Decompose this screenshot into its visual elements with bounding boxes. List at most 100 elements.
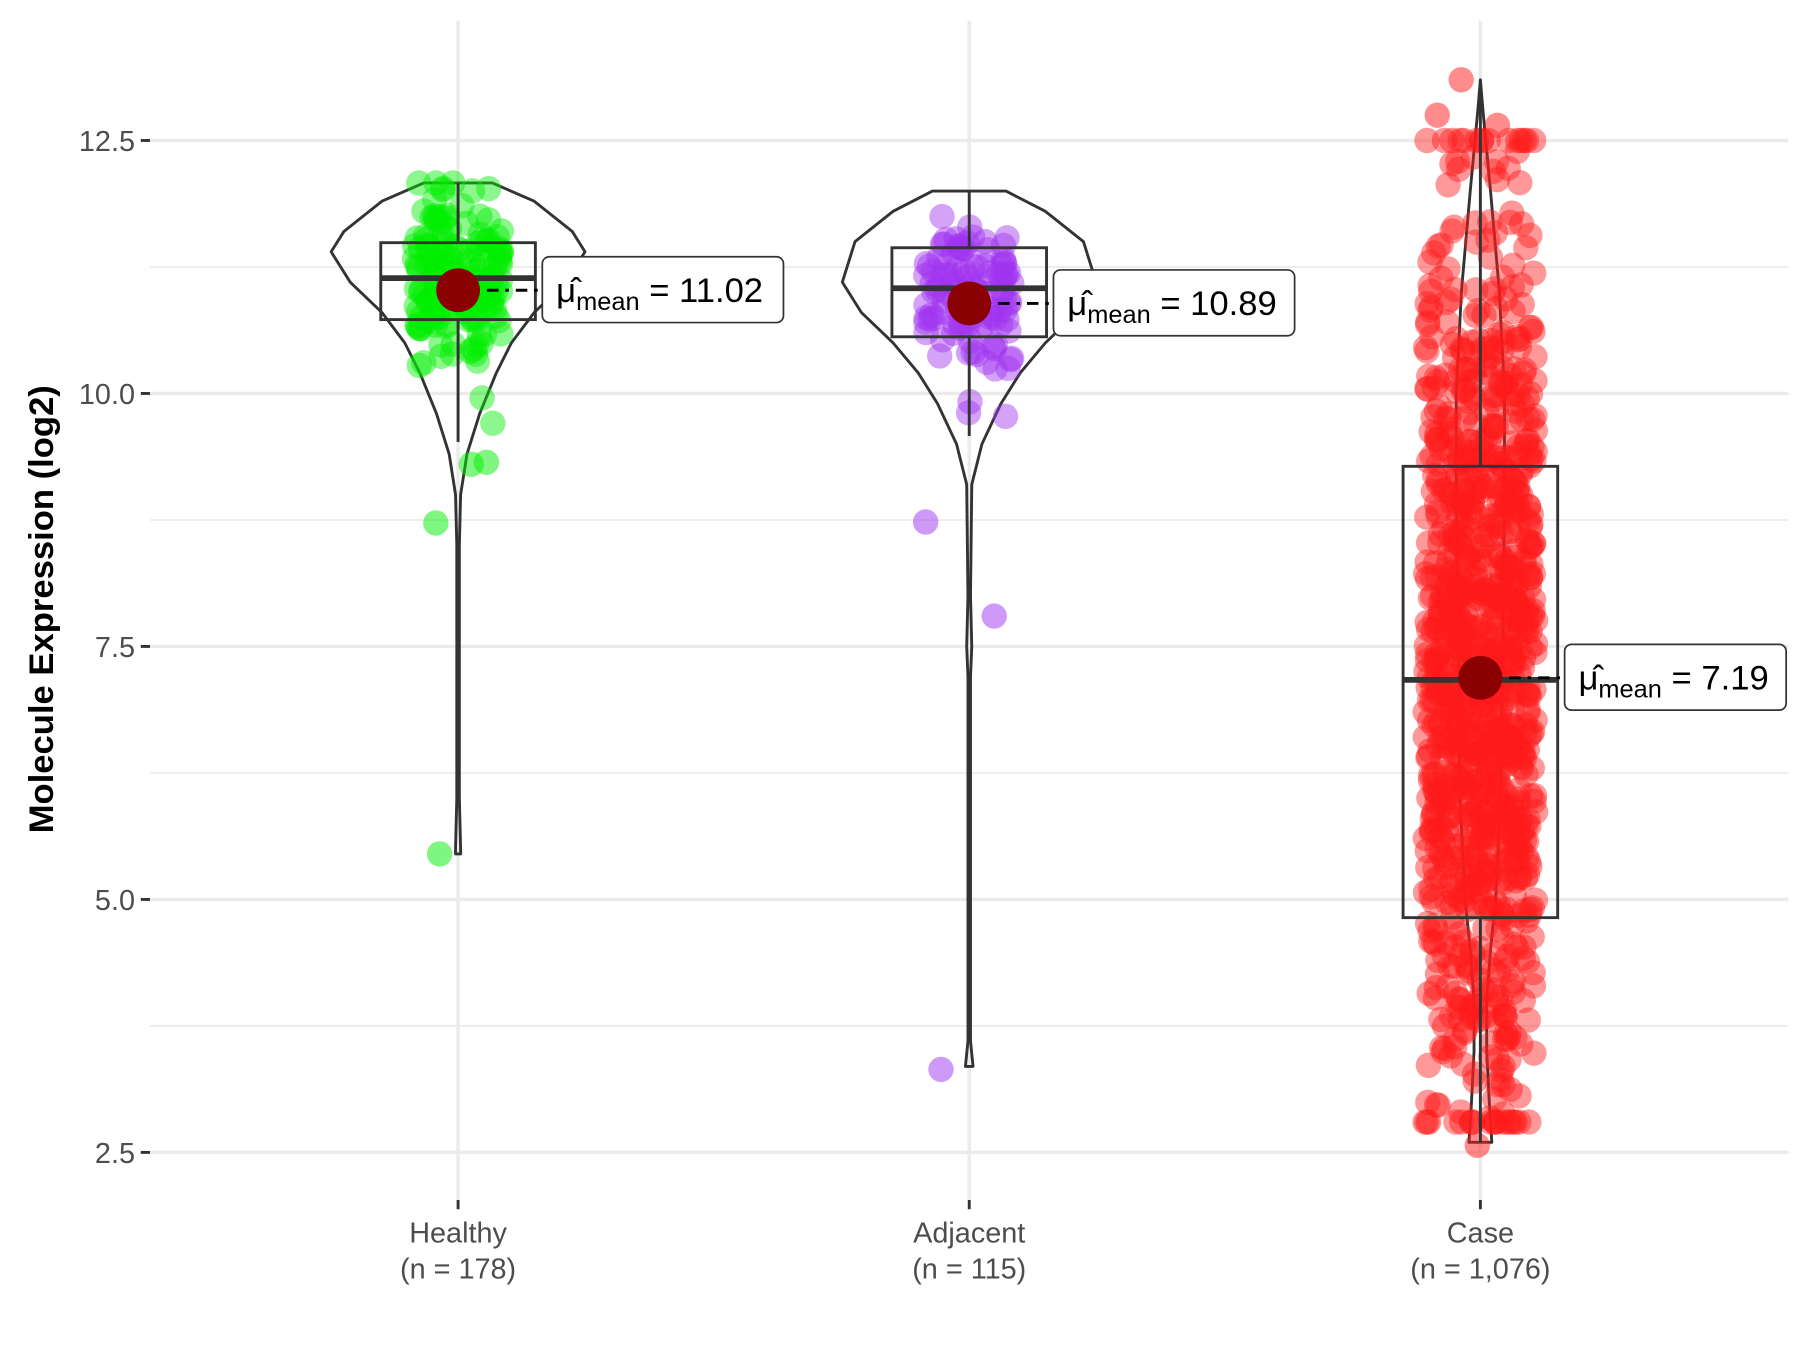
data-point xyxy=(1425,470,1451,497)
data-point xyxy=(1498,795,1525,821)
data-point xyxy=(1488,744,1514,770)
data-point xyxy=(1450,770,1476,796)
data-point xyxy=(997,346,1024,373)
data-point xyxy=(427,220,454,247)
data-point xyxy=(1450,774,1476,801)
data-point xyxy=(1505,734,1531,760)
data-point xyxy=(1455,954,1481,980)
data-point xyxy=(1499,200,1525,226)
data-point xyxy=(1494,943,1521,969)
data-point xyxy=(1516,440,1543,466)
data-point xyxy=(1499,809,1525,836)
data-point xyxy=(1520,598,1546,624)
data-point xyxy=(1500,487,1526,514)
data-point xyxy=(457,338,484,365)
data-point xyxy=(1450,698,1476,724)
data-point xyxy=(1516,723,1542,749)
data-point xyxy=(1505,434,1531,460)
data-point xyxy=(1443,1109,1469,1135)
data-point xyxy=(1504,605,1531,632)
data-point xyxy=(1496,560,1523,586)
data-point xyxy=(1499,681,1526,708)
data-point xyxy=(1490,320,1516,346)
data-point xyxy=(1503,868,1529,894)
data-point xyxy=(921,278,947,305)
data-point xyxy=(1416,363,1442,389)
data-point xyxy=(480,410,506,436)
data-point xyxy=(420,302,446,328)
data-point xyxy=(1415,530,1442,556)
data-point xyxy=(1488,1057,1515,1083)
data-point xyxy=(1486,702,1513,728)
data-point xyxy=(991,286,1017,312)
data-point xyxy=(1507,326,1533,352)
data-point xyxy=(1447,717,1473,743)
x-tick-count: (n = 178) xyxy=(400,1253,516,1285)
data-point xyxy=(1431,942,1457,969)
data-point xyxy=(1501,613,1527,639)
data-point xyxy=(1415,1089,1441,1116)
data-point xyxy=(1424,803,1450,830)
data-point xyxy=(1513,761,1539,788)
data-point xyxy=(1502,848,1529,875)
data-point xyxy=(1418,819,1445,846)
data-point xyxy=(440,331,466,357)
data-point xyxy=(1445,713,1471,739)
data-point xyxy=(1424,651,1451,678)
data-point xyxy=(952,258,978,285)
data-point xyxy=(1499,728,1526,754)
data-point xyxy=(1490,1054,1516,1080)
data-point xyxy=(414,226,440,253)
data-point xyxy=(1463,475,1489,501)
data-point xyxy=(1428,681,1454,707)
data-point xyxy=(1438,687,1464,714)
data-point xyxy=(1510,548,1536,574)
data-point xyxy=(1510,645,1537,671)
data-point xyxy=(1441,598,1467,624)
data-point xyxy=(1421,608,1448,634)
data-point xyxy=(1446,886,1473,913)
data-point xyxy=(1478,594,1504,620)
data-point xyxy=(1458,938,1484,964)
data-point xyxy=(1497,464,1523,490)
data-point xyxy=(1435,172,1461,198)
data-point xyxy=(1448,636,1474,663)
data-point xyxy=(1465,630,1491,657)
data-point xyxy=(1497,496,1524,522)
data-point xyxy=(1477,1104,1503,1131)
data-point xyxy=(1479,412,1505,438)
data-point xyxy=(1494,583,1520,609)
data-point xyxy=(1430,1038,1456,1065)
data-point xyxy=(1438,706,1465,733)
data-point xyxy=(1457,958,1483,984)
data-point xyxy=(1472,591,1499,617)
data-point xyxy=(1447,572,1473,599)
x-tick-count: (n = 115) xyxy=(912,1253,1026,1285)
data-point xyxy=(959,224,986,250)
data-point xyxy=(982,332,1009,358)
y-tick-label: 12.5 xyxy=(79,126,135,158)
data-point xyxy=(1487,867,1513,893)
data-point xyxy=(994,225,1020,251)
data-point xyxy=(1520,318,1546,345)
data-point xyxy=(1459,329,1485,355)
data-point xyxy=(1438,286,1464,312)
data-point xyxy=(1421,648,1447,674)
data-point xyxy=(1513,127,1540,154)
data-point xyxy=(1497,712,1524,738)
data-point xyxy=(1445,986,1472,1012)
data-point xyxy=(1494,555,1520,581)
data-point xyxy=(1515,700,1541,726)
data-point xyxy=(1455,591,1482,617)
data-point xyxy=(1463,847,1489,874)
data-point xyxy=(1430,724,1456,750)
data-point xyxy=(1474,761,1500,787)
data-point xyxy=(1498,576,1524,603)
data-point xyxy=(1454,544,1480,570)
data-point xyxy=(1493,374,1519,401)
data-point xyxy=(1432,623,1459,650)
data-point xyxy=(1514,737,1541,763)
data-point xyxy=(1445,636,1471,663)
data-point xyxy=(1421,687,1448,714)
data-point xyxy=(1420,404,1446,430)
